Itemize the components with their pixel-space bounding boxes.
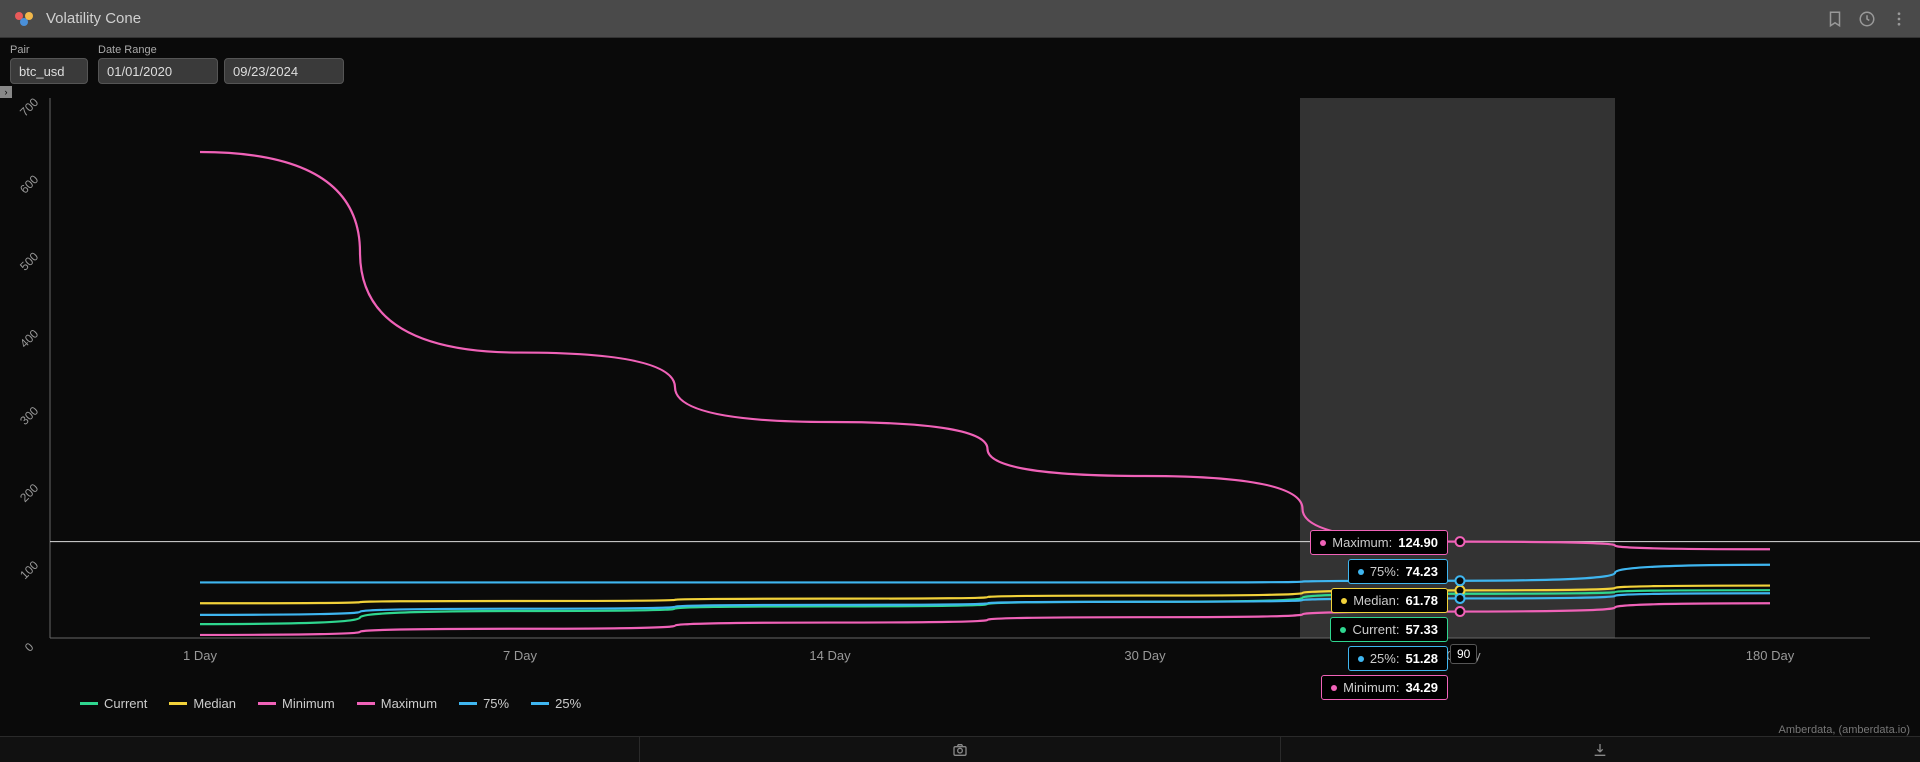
clock-icon[interactable] xyxy=(1858,10,1876,28)
footer-cell-screenshot[interactable] xyxy=(640,737,1280,762)
svg-text:100: 100 xyxy=(17,558,41,582)
svg-text:400: 400 xyxy=(17,326,41,350)
legend-item[interactable]: 75% xyxy=(459,696,509,711)
svg-text:180 Day: 180 Day xyxy=(1746,648,1795,663)
pair-control: Pair xyxy=(10,44,88,84)
svg-text:7 Day: 7 Day xyxy=(503,648,537,663)
legend-item[interactable]: Minimum xyxy=(258,696,335,711)
date-to-input[interactable] xyxy=(224,58,344,84)
volatility-cone-chart[interactable]: 0 100 200 300 400 500 600 700 1 Day 7 Day 14 Day 30… xyxy=(0,88,1920,688)
legend-item[interactable]: 25% xyxy=(531,696,581,711)
download-icon xyxy=(1592,742,1608,758)
footer-bar xyxy=(0,736,1920,762)
svg-text:500: 500 xyxy=(17,249,41,273)
app-logo-icon xyxy=(12,10,36,28)
data-credit: Amberdata, (amberdata.io) xyxy=(1779,724,1910,736)
pair-input[interactable] xyxy=(10,58,88,84)
svg-text:200: 200 xyxy=(17,481,41,505)
svg-text:14 Day: 14 Day xyxy=(809,648,851,663)
svg-text:30 Day: 30 Day xyxy=(1124,648,1166,663)
more-vertical-icon[interactable] xyxy=(1890,10,1908,28)
date-range-label: Date Range xyxy=(98,44,344,56)
page-title: Volatility Cone xyxy=(46,10,1826,27)
legend-item[interactable]: Maximum xyxy=(357,696,437,711)
x-axis-tooltip: 90 xyxy=(1450,644,1477,664)
svg-text:700: 700 xyxy=(17,95,41,119)
svg-text:600: 600 xyxy=(17,172,41,196)
pair-label: Pair xyxy=(10,44,88,56)
chart-container: 0 100 200 300 400 500 600 700 1 Day 7 Day 14 Day 30… xyxy=(0,88,1920,688)
bookmark-icon[interactable] xyxy=(1826,10,1844,28)
date-range-control: Date Range xyxy=(98,44,344,84)
camera-icon xyxy=(952,742,968,758)
svg-text:0: 0 xyxy=(22,640,37,655)
svg-text:300: 300 xyxy=(17,403,41,427)
svg-text:1 Day: 1 Day xyxy=(183,648,217,663)
date-from-input[interactable] xyxy=(98,58,218,84)
legend-item[interactable]: Current xyxy=(80,696,147,711)
controls-row: Pair Date Range xyxy=(0,38,1920,88)
legend-item[interactable]: Median xyxy=(169,696,236,711)
footer-cell-1[interactable] xyxy=(0,737,640,762)
chart-legend: Current Median Minimum Maximum 75% 25% xyxy=(0,688,1920,711)
footer-cell-download[interactable] xyxy=(1281,737,1920,762)
titlebar-actions xyxy=(1826,10,1908,28)
titlebar: Volatility Cone xyxy=(0,0,1920,38)
